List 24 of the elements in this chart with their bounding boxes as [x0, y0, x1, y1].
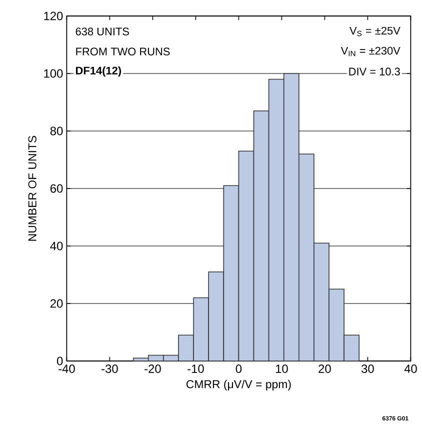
x-tick-label: -40: [58, 364, 75, 373]
x-axis-title: CMRR (μV/V = ppm): [186, 380, 291, 390]
x-tick-label: 20: [318, 364, 331, 373]
annotation: DIV = 10.3: [349, 68, 400, 76]
annotation: DF14(12): [76, 66, 122, 77]
annotation: V$_{S}$ = ±25V: [350, 26, 400, 36]
x-tick-label: 40: [404, 364, 417, 373]
x-tick-label: 30: [362, 364, 374, 373]
y-axis-title: NUMBER OF UNITS: [28, 136, 36, 241]
x-tick-label: -30: [102, 364, 118, 373]
y-tick-label: 80: [50, 126, 63, 136]
y-tick-label: 20: [50, 299, 63, 308]
x-tick-label: 0: [236, 364, 242, 373]
y-tick-label: 0: [57, 356, 63, 366]
y-tick-label: 60: [50, 184, 63, 193]
y-tick-label: 100: [44, 69, 63, 78]
y-tick-label: 120: [44, 12, 63, 20]
annotation: 638 UNITS: [76, 28, 129, 36]
annotation: FROM TWO RUNS: [76, 48, 170, 56]
x-tick-label: -10: [188, 364, 204, 373]
x-tick-label: 10: [276, 364, 288, 373]
y-tick-label: 40: [50, 242, 63, 250]
x-tick-label: -20: [144, 364, 161, 373]
annotation: V$_{IN}$ = ±230V: [340, 46, 400, 56]
